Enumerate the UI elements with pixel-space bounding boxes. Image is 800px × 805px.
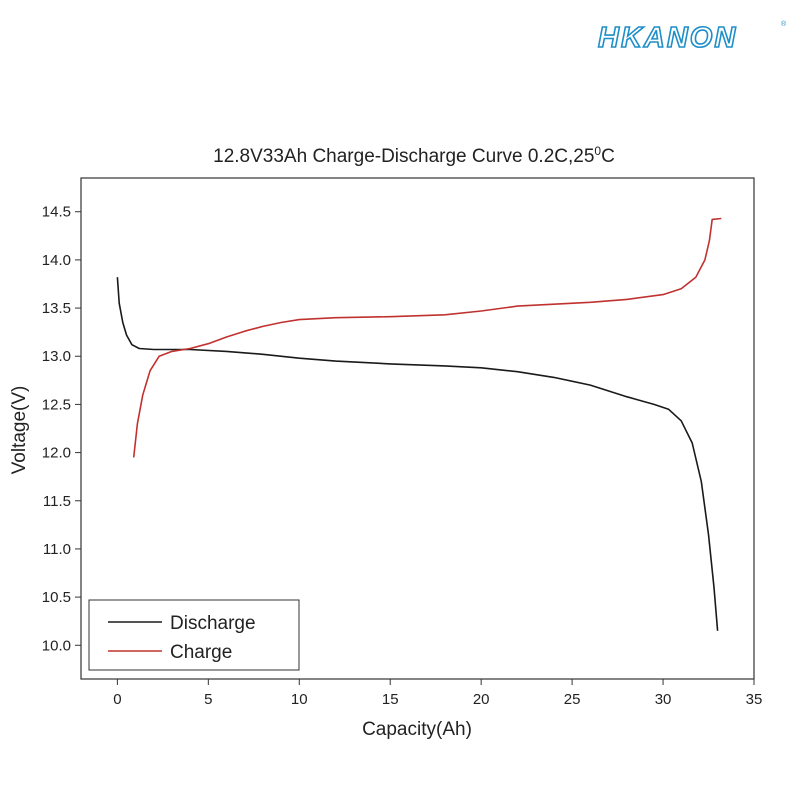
y-tick-label: 14.5 <box>42 204 71 221</box>
chart-title-main: 12.8V33Ah Charge-Discharge Curve 0.2C,25 <box>213 146 594 167</box>
plot-area-frame <box>80 177 755 680</box>
x-tick-label: 35 <box>746 691 763 708</box>
y-tick-label: 14.0 <box>42 252 71 269</box>
y-tick-label: 11.0 <box>43 541 71 558</box>
legend-label-discharge: Discharge <box>170 613 256 634</box>
brand-registered-mark: ® <box>781 20 787 28</box>
y-tick-label: 13.5 <box>42 300 71 317</box>
legend-label-charge: Charge <box>170 642 232 663</box>
x-tick-label: 25 <box>564 691 581 708</box>
y-tick-label: 12.5 <box>42 396 71 413</box>
y-tick-label: 12.0 <box>42 445 71 462</box>
series-line-discharge <box>116 277 719 631</box>
brand-logo-text: HKANON <box>598 22 737 54</box>
x-tick-label: 10 <box>291 691 308 708</box>
chart-title-suffix: C <box>601 146 615 167</box>
series-layer <box>116 217 722 631</box>
y-tick-label: 13.0 <box>42 348 71 365</box>
legend-box <box>88 599 300 671</box>
chart-title: 12.8V33Ah Charge-Discharge Curve 0.2C,25… <box>213 144 615 167</box>
y-tick-label: 11.5 <box>43 493 71 510</box>
x-tick-label: 30 <box>655 691 672 708</box>
x-tick-label: 5 <box>204 691 212 708</box>
legend: Discharge Charge <box>88 599 300 671</box>
series-line-charge <box>132 217 722 458</box>
x-tick-label: 0 <box>113 691 121 708</box>
x-tick-label: 15 <box>382 691 399 708</box>
y-tick-label: 10.5 <box>42 589 71 606</box>
y-axis-label: Voltage(V) <box>9 386 30 475</box>
brand-logo: HKANON ® <box>597 20 787 55</box>
x-tick-label: 20 <box>473 691 490 708</box>
x-axis-label: Capacity(Ah) <box>362 719 472 740</box>
axis-ticks: 0 5 10 15 20 25 30 35 10.0 10.5 11.0 11.5 12.0 12.5 13… <box>42 204 763 708</box>
y-tick-label: 10.0 <box>42 637 71 654</box>
chart-title-superscript: 0 <box>594 144 601 158</box>
